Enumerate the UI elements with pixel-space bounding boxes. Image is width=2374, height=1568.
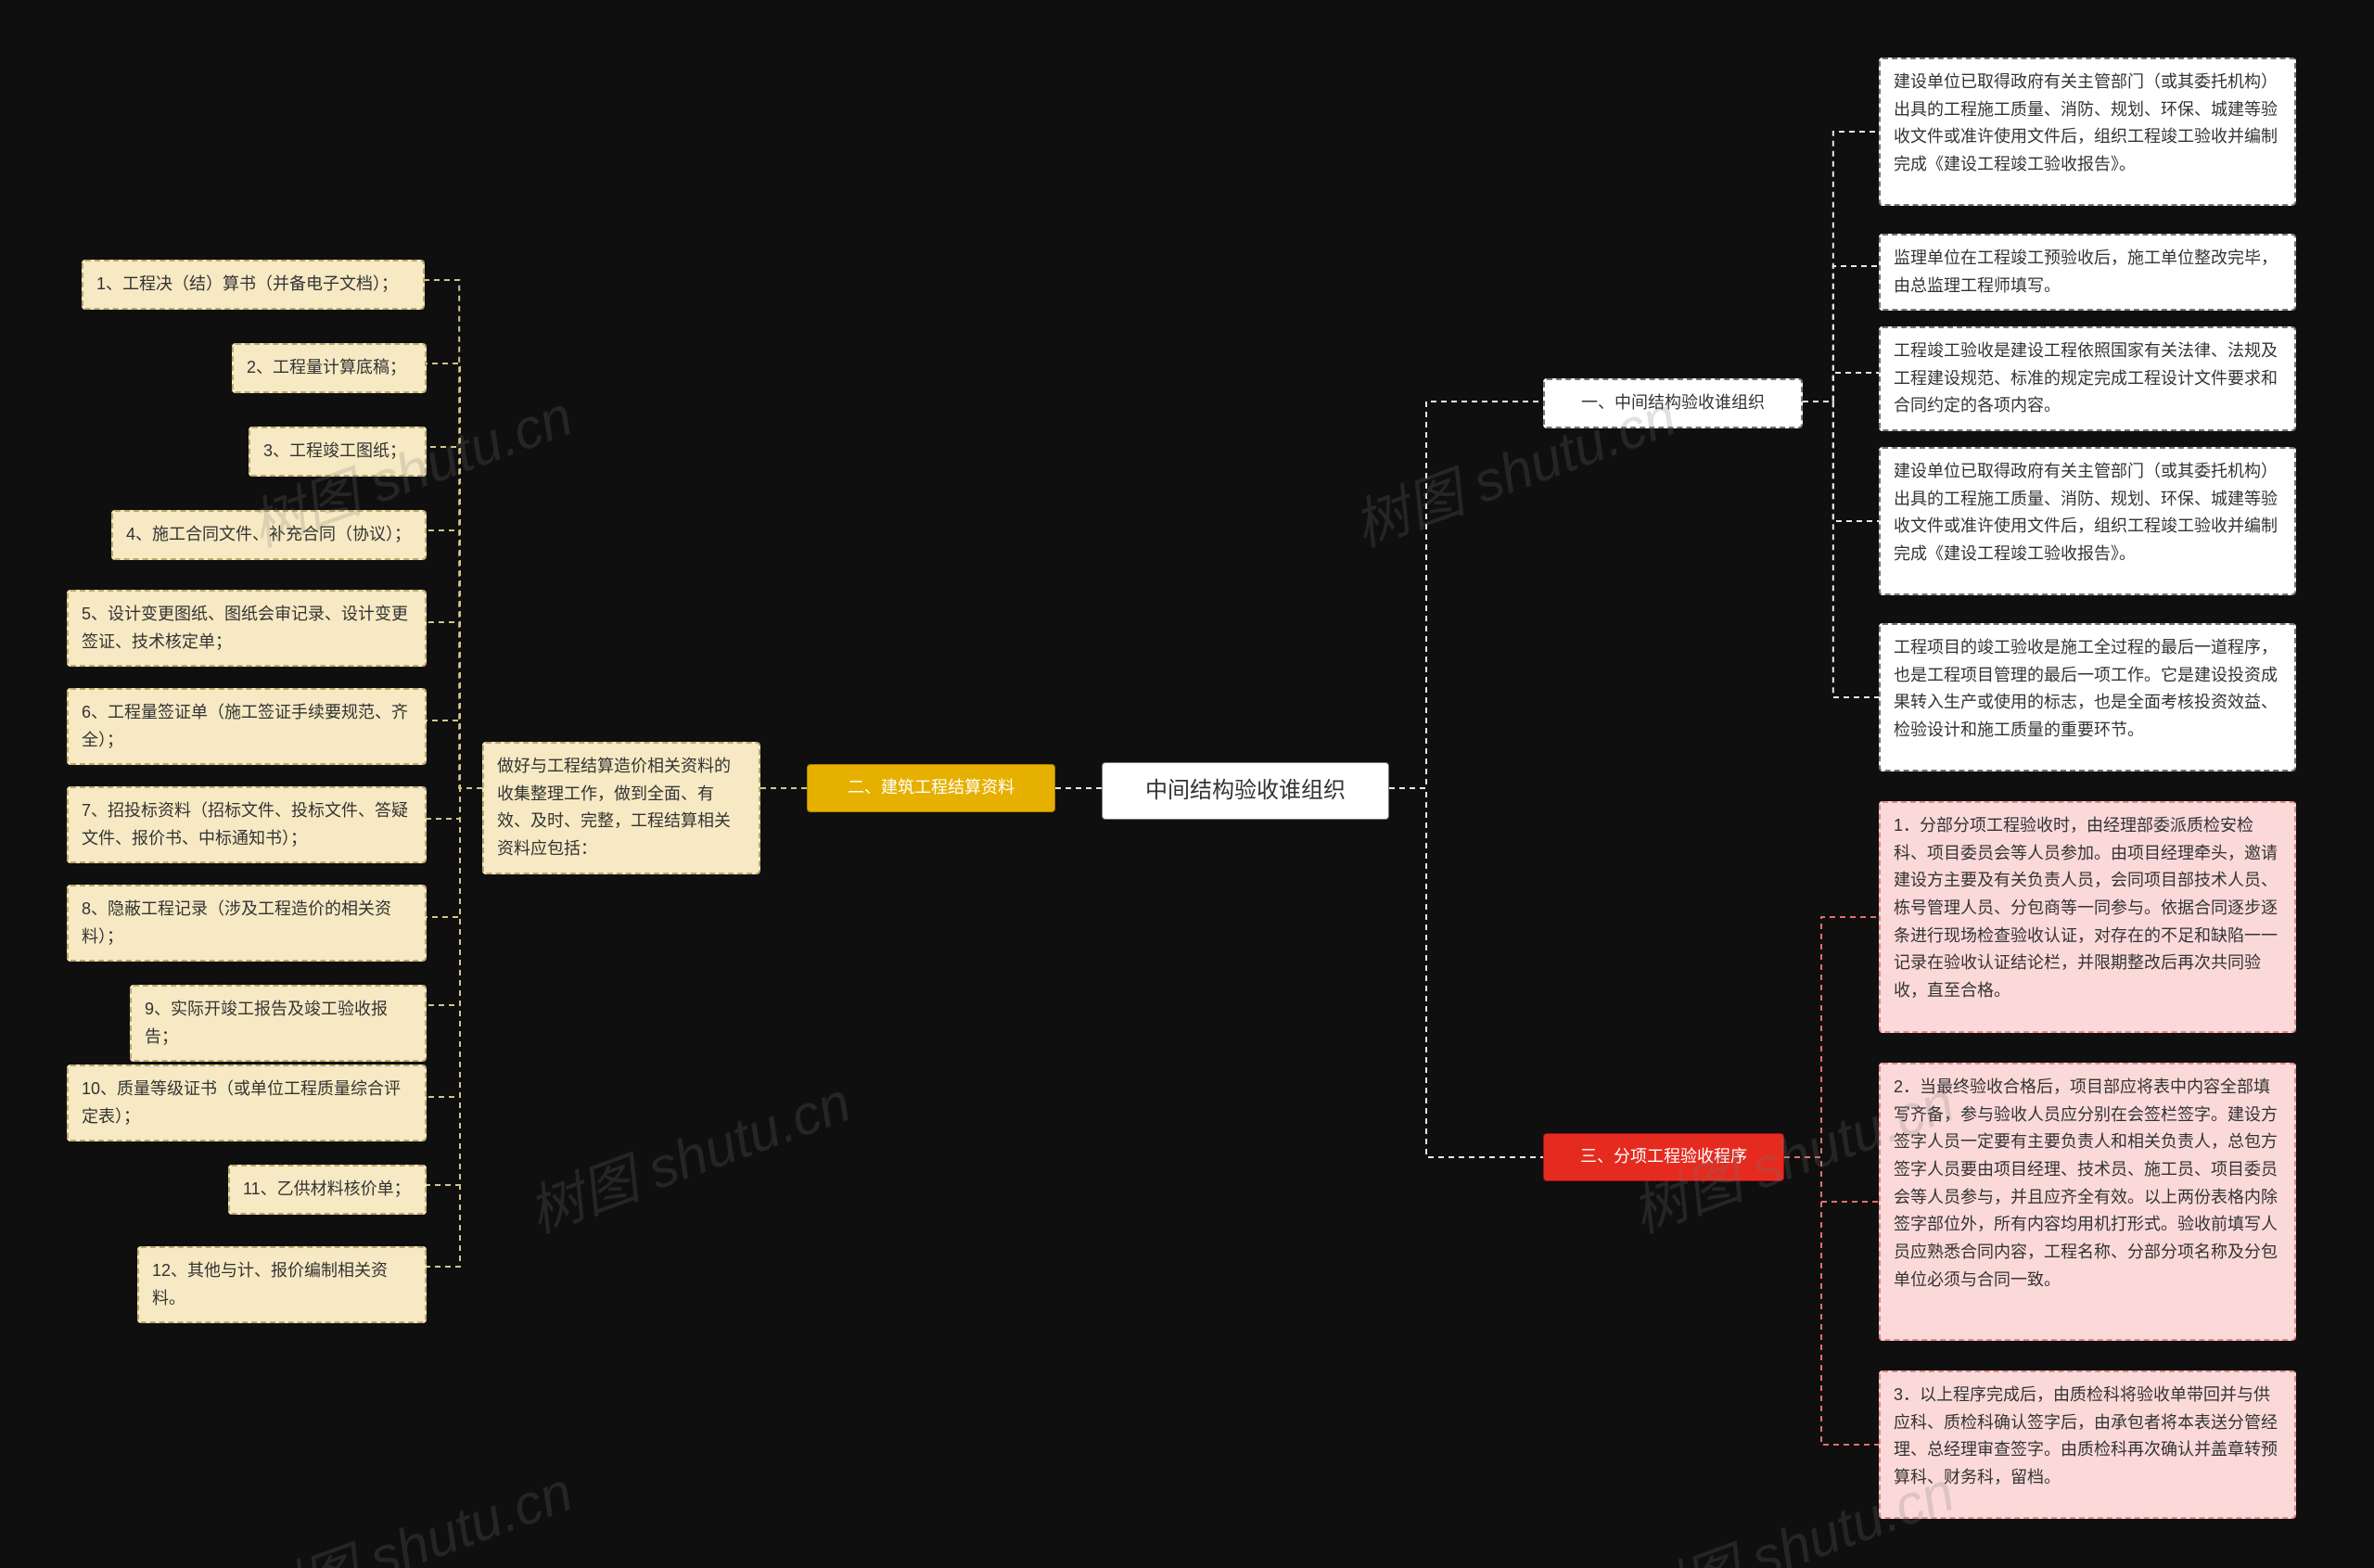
node-b1_5: 工程项目的竣工验收是施工全过程的最后一道程序，也是工程项目管理的最后一项工作。它… (1879, 623, 2296, 771)
watermark: 树图 shutu.cn (1341, 371, 1685, 562)
edge (1803, 402, 1879, 521)
edge (1803, 402, 1879, 697)
node-l8: 8、隐蔽工程记录（涉及工程造价的相关资料）； (67, 885, 427, 962)
node-l2: 2、工程量计算底稿； (232, 343, 427, 393)
node-l7: 7、招投标资料（招标文件、投标文件、答疑文件、报价书、中标通知书）； (67, 786, 427, 863)
node-root: 中间结构验收谁组织 (1102, 762, 1389, 820)
edge (427, 622, 482, 788)
edge (1389, 788, 1543, 1157)
node-l10: 10、质量等级证书（或单位工程质量综合评定表）； (67, 1064, 427, 1141)
node-l1: 1、工程决（结）算书（并备电子文档）； (82, 260, 425, 310)
edge (427, 788, 482, 1267)
edge (1803, 373, 1879, 402)
node-b1_2: 监理单位在工程竣工预验收后，施工单位整改完毕，由总监理工程师填写。 (1879, 234, 2296, 311)
node-l9: 9、实际开竣工报告及竣工验收报告； (130, 985, 427, 1062)
edge (427, 788, 482, 819)
node-l12: 12、其他与计、报价编制相关资料。 (137, 1246, 427, 1323)
node-b1_4: 建设单位已取得政府有关主管部门（或其委托机构）出具的工程施工质量、消防、规划、环… (1879, 447, 2296, 595)
node-b3_1: 1．分部分项工程验收时，由经理部委派质检安检科、项目委员会等人员参加。由项目经理… (1879, 801, 2296, 1033)
node-l6: 6、工程量签证单（施工签证手续要规范、齐全）； (67, 688, 427, 765)
node-b1_1: 建设单位已取得政府有关主管部门（或其委托机构）出具的工程施工质量、消防、规划、环… (1879, 57, 2296, 206)
node-b2s: 做好与工程结算造价相关资料的收集整理工作，做到全面、有效、及时、完整，工程结算相… (482, 742, 760, 874)
edge (427, 788, 482, 1005)
edge (427, 788, 482, 1185)
edge (425, 280, 482, 788)
node-b2: 二、建筑工程结算资料 (807, 764, 1055, 812)
watermark: 树图 shutu.cn (516, 1057, 860, 1248)
edge (1803, 266, 1879, 402)
edge (1784, 1157, 1879, 1445)
edge (1803, 132, 1879, 402)
edge (427, 788, 482, 917)
edge (427, 720, 482, 788)
edge (427, 788, 482, 1097)
edge (427, 530, 482, 788)
watermark: 树图 shutu.cn (237, 1447, 581, 1568)
watermark: 树图 shutu.cn (1619, 1447, 1963, 1568)
node-l11: 11、乙供材料核价单； (228, 1165, 427, 1215)
node-l5: 5、设计变更图纸、图纸会审记录、设计变更签证、技术核定单； (67, 590, 427, 667)
node-b1_3: 工程竣工验收是建设工程依照国家有关法律、法规及工程建设规范、标准的规定完成工程设… (1879, 326, 2296, 431)
